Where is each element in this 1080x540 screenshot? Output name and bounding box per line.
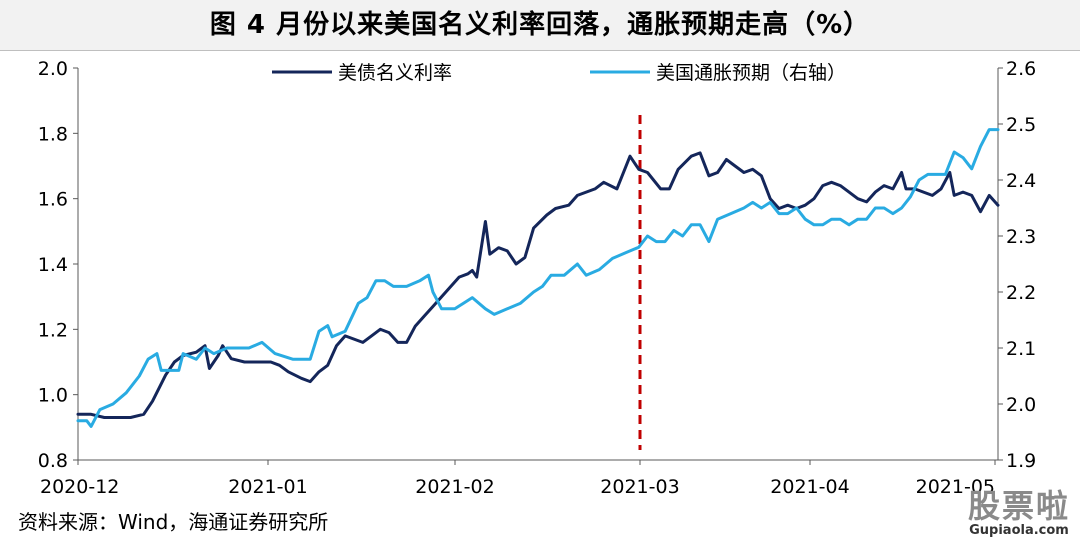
series-line-inflation-expectation xyxy=(76,128,1000,428)
y-right-tick-label: 2.3 xyxy=(1006,226,1036,248)
x-tick-label: 2021-02 xyxy=(415,476,494,498)
watermark-url: Gupiaola.com xyxy=(969,523,1069,538)
y-left-tick-label: 1.6 xyxy=(38,189,68,211)
y-left-tick-label: 1.8 xyxy=(38,123,68,145)
x-tick-label: 2021-01 xyxy=(228,476,307,498)
y-left-tick-label: 0.8 xyxy=(38,450,68,472)
watermark-logo: 股票啦 Gupiaola.com xyxy=(968,481,1070,538)
x-tick-label: 2021-04 xyxy=(770,476,849,498)
y-right-tick-label: 2.2 xyxy=(1006,282,1036,304)
x-tick-label: 2021-03 xyxy=(600,476,679,498)
series-line-nominal-rate xyxy=(76,151,1000,419)
y-left-tick-label: 2.0 xyxy=(38,58,68,80)
legend-label: 美债名义利率 xyxy=(338,62,452,84)
x-tick-label: 2021-05 xyxy=(916,476,995,498)
x-tick-label: 2020-12 xyxy=(40,476,119,498)
source-note: 资料来源：Wind，海通证券研究所 xyxy=(18,510,329,534)
series-layer xyxy=(76,128,1000,428)
y-right-tick-label: 1.9 xyxy=(1006,450,1036,472)
y-right-tick-label: 2.4 xyxy=(1006,170,1036,192)
axes: 0.8 1.0 1.2 1.4 1.6 1.8 2.0 1.9 2.0 2.1 2.2 2.3 2.4 2… xyxy=(38,58,1036,498)
y-right-tick-label: 2.1 xyxy=(1006,338,1036,360)
title-bar xyxy=(0,0,1080,51)
chart-title: 图 4 月份以来美国名义利率回落，通胀预期走高（%） xyxy=(209,10,871,40)
y-left-tick-label: 1.4 xyxy=(38,254,68,276)
legend: 美债名义利率 美国通胀预期（右轴） xyxy=(272,62,846,84)
y-right-tick-label: 2.6 xyxy=(1006,58,1036,80)
chart-area: 0.8 1.0 1.2 1.4 1.6 1.8 2.0 1.9 2.0 2.1 2.2 2.3 2.4 2… xyxy=(38,58,1036,498)
watermark-text: 股票啦 xyxy=(967,487,1070,525)
y-left-tick-label: 1.0 xyxy=(38,385,68,407)
y-right-tick-label: 2.5 xyxy=(1006,114,1036,136)
y-right-tick-label: 2.0 xyxy=(1006,394,1036,416)
y-left-tick-label: 1.2 xyxy=(38,319,68,341)
legend-label: 美国通胀预期（右轴） xyxy=(656,62,846,84)
